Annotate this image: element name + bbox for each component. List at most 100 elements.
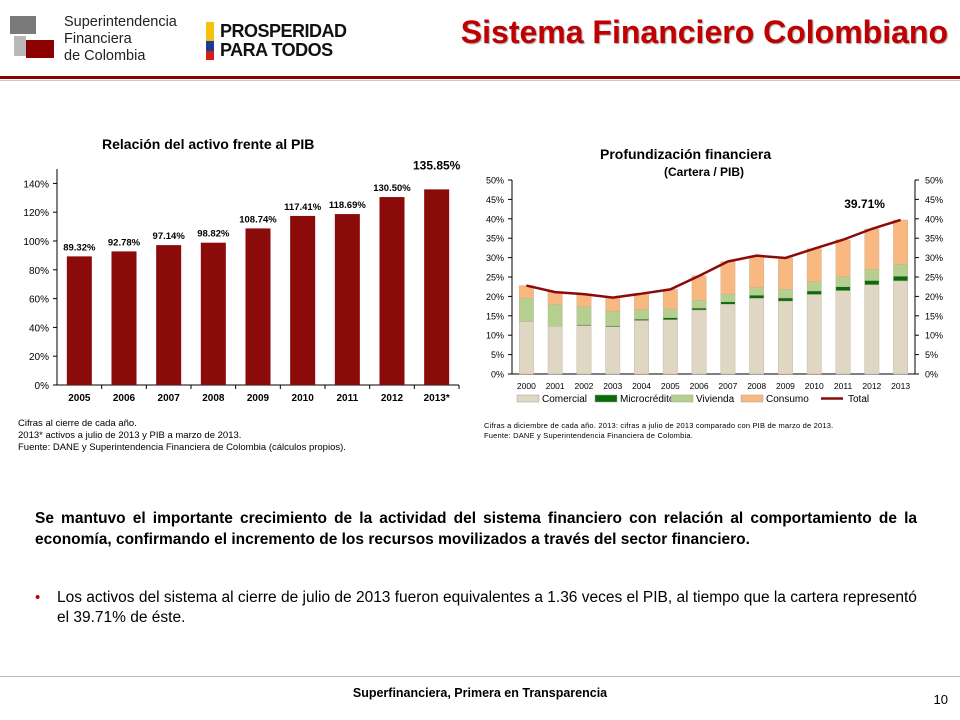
bullet-icon: •	[35, 589, 41, 606]
x-tick-label: 2010	[292, 393, 315, 404]
y-tick-label-right: 40%	[925, 214, 943, 224]
stacked-bar-segment	[835, 286, 851, 291]
y-tick-label-right: 45%	[925, 195, 943, 205]
x-tick-label: 2007	[158, 393, 181, 404]
y-tick-label: 20%	[486, 292, 504, 302]
stacked-bar-segment	[720, 293, 736, 303]
x-tick-label: 2012	[381, 393, 404, 404]
stacked-bar-segment	[547, 304, 563, 327]
superintendencia-logo-icon	[10, 16, 54, 58]
chart-subtitle-profundizacion: (Cartera / PIB)	[664, 165, 745, 179]
stacked-bar-segment	[720, 301, 736, 305]
stacked-bar-segment	[662, 289, 678, 310]
y-tick-label: 25%	[486, 273, 504, 283]
stacked-bar-segment	[778, 300, 793, 375]
stacked-bar-segment	[749, 287, 765, 296]
footer-divider	[0, 676, 960, 677]
x-tick-label: 2010	[805, 381, 824, 391]
y-tick-label-right: 5%	[925, 350, 938, 360]
x-tick-label: 2001	[546, 381, 565, 391]
y-tick-label-right: 50%	[925, 176, 943, 186]
total-line	[526, 218, 901, 299]
legend-swatch	[594, 394, 618, 403]
chart-note: Cifras al cierre de cada año.	[18, 418, 137, 429]
org-logo-line: Financiera	[64, 31, 132, 47]
stacked-bar-segment	[749, 255, 765, 288]
x-tick-label: 2002	[575, 381, 594, 391]
x-tick-label: 2013	[891, 381, 910, 391]
stacked-bar-segment	[835, 290, 851, 375]
stacked-bar-segment	[749, 298, 765, 375]
stacked-bar-segment	[576, 325, 592, 375]
x-tick-label: 2006	[690, 381, 709, 391]
stacked-bar-segment	[864, 269, 880, 281]
chart-note: Fuente: DANE y Superintendencia Financie…	[484, 431, 694, 440]
bar	[379, 197, 405, 385]
y-tick-label-right: 10%	[925, 331, 943, 341]
stacked-bar-segment	[835, 239, 851, 277]
stacked-bar-segment	[778, 289, 793, 299]
data-label: 130.50%	[373, 183, 411, 194]
bar	[290, 215, 316, 385]
y-tick-label-right: 25%	[925, 273, 943, 283]
chart-notes-activo: Cifras al cierre de cada año. 2013* acti…	[18, 418, 346, 454]
y-tick-label: 100%	[23, 237, 49, 248]
y-tick-label: 5%	[491, 350, 504, 360]
chart-note: 2013* activos a julio de 2013 y PIB a ma…	[18, 430, 242, 441]
stacked-bar-segment	[634, 293, 649, 310]
stacked-bar-segment	[662, 317, 678, 320]
chart-title-activo: Relación del activo frente al PIB	[102, 136, 315, 152]
y-tick-label-right: 35%	[925, 234, 943, 244]
stacked-bar-segment	[835, 276, 851, 287]
bar	[66, 256, 92, 385]
stacked-bar-segment	[864, 228, 880, 270]
stacked-bar-segment	[518, 321, 534, 375]
stacked-bar-segment	[605, 310, 621, 327]
bar	[334, 214, 360, 385]
stacked-bar-segment	[576, 293, 592, 308]
legend-label: Vivienda	[696, 394, 735, 405]
stacked-bar-segment	[605, 297, 621, 312]
legend-label: Microcrédito	[620, 394, 675, 405]
campaign-logo-line: PARA TODOS	[220, 40, 333, 60]
stacked-bar-segment	[806, 248, 822, 282]
data-label: 89.32%	[63, 242, 96, 253]
stacked-bar-segment	[691, 300, 707, 309]
stacked-bar-segment	[893, 263, 909, 277]
x-tick-label: 2008	[202, 393, 225, 404]
stacked-bar-segment	[778, 297, 793, 302]
activo-pib-bar-chart: 0% 20% 40% 60% 80% 100% 120% 140% 2005 89.32% 2006…	[23, 158, 460, 404]
stacked-bar-segment	[806, 281, 822, 292]
legend-label: Comercial	[542, 394, 587, 405]
x-tick-label: 2011	[834, 381, 853, 391]
slide-title: Sistema Financiero Colombiano	[460, 14, 948, 50]
stacked-bar-segment	[691, 309, 707, 375]
data-label: 97.14%	[153, 231, 186, 242]
x-tick-label: 2004	[632, 381, 651, 391]
stacked-bar-segment	[605, 326, 621, 375]
x-tick-label: 2011	[336, 393, 358, 404]
y-tick-label: 15%	[486, 311, 504, 321]
stacked-bar-segment	[691, 307, 707, 311]
chart-title-profundizacion: Profundización financiera	[600, 146, 772, 162]
chart-note: Cifras a diciembre de cada año. 2013: ci…	[484, 421, 834, 430]
y-tick-label: 40%	[29, 323, 49, 334]
y-tick-label: 30%	[486, 253, 504, 263]
stacked-bar-segment	[576, 306, 592, 325]
x-tick-label: 2009	[776, 381, 795, 391]
y-tick-label: 50%	[486, 176, 504, 186]
stacked-bar-segment	[547, 291, 563, 305]
x-tick-label: 2007	[718, 381, 737, 391]
x-tick-label: 2012	[862, 381, 881, 391]
stacked-bar-segment	[893, 276, 909, 282]
legend-swatch	[670, 394, 694, 403]
x-tick-label: 2006	[113, 393, 136, 404]
y-tick-label: 0%	[491, 370, 504, 380]
profundizacion-stacked-chart: 0% 0% 5% 5% 10% 10% 15% 15% 20% 20% 25% 25% 30% 30% 35…	[486, 176, 943, 406]
stacked-bar-segment	[634, 309, 649, 320]
y-tick-label-right: 30%	[925, 253, 943, 263]
y-tick-label: 40%	[486, 214, 504, 224]
footer-tagline: Superfinanciera, Primera en Transparenci…	[352, 686, 608, 700]
x-tick-label: 2005	[68, 393, 91, 404]
org-logo-text: Superintendencia Financiera de Colombia	[64, 14, 177, 65]
